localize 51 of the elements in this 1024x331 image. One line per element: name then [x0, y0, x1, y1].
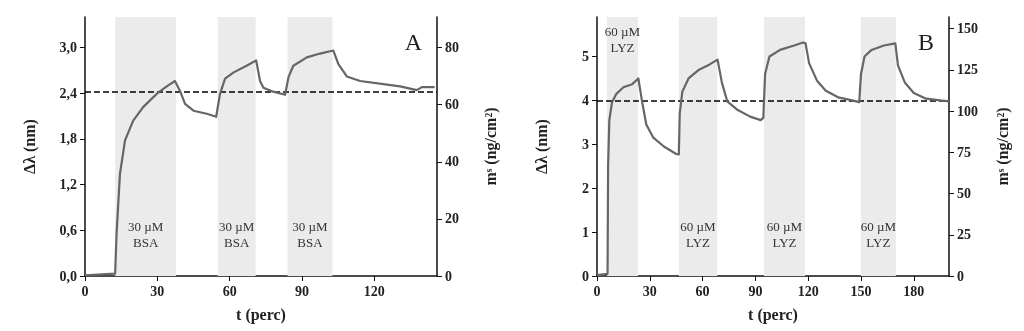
x-tick-label: 60: [695, 283, 710, 299]
band-label: 30 µM BSA: [127, 218, 164, 250]
y-tick-label: 1,8: [59, 131, 77, 147]
x-tick-label: 180: [903, 283, 925, 299]
band-label: 60 µM LYZ: [680, 218, 717, 250]
y2-tick-label: 25: [957, 227, 971, 243]
y2-tick-label: 0: [445, 268, 452, 284]
y2-tick-label: 75: [957, 144, 971, 160]
x-tick-label: 120: [363, 283, 385, 299]
y-tick-label: 2: [582, 180, 589, 196]
band-label: 30 µM BSA: [292, 218, 329, 250]
band-label: 60 µM LYZ: [860, 218, 897, 250]
y2-tick-label: 60: [445, 97, 459, 113]
x-tick-label: 0: [593, 283, 601, 299]
x-tick-label: 60: [222, 283, 237, 299]
y-tick-label: 1,2: [59, 177, 77, 193]
y-tick-label: 3: [582, 136, 589, 152]
y2-tick-label: 20: [445, 211, 459, 227]
x-tick-label: 0: [81, 283, 89, 299]
y-tick-label: 5: [582, 49, 589, 65]
y-tick-label: 0,6: [59, 222, 77, 238]
x-tick-label: 120: [797, 283, 819, 299]
y-tick-label: 2,4: [59, 85, 77, 101]
y-tick-label: 0,0: [59, 268, 77, 284]
y2-tick-label: 100: [957, 103, 978, 119]
x-axis-title: t (perc): [236, 305, 286, 324]
text: A: [404, 29, 423, 55]
text: B: [917, 29, 935, 55]
y2-axis-title: mˢ (ng/cm²): [993, 107, 1012, 186]
y2-tick-label: 0: [957, 268, 964, 284]
y-tick-label: 3,0: [59, 39, 77, 55]
y-tick-label: 1: [582, 224, 589, 240]
band-label: 30 µM BSA: [218, 218, 255, 250]
y2-axis-title: mˢ (ng/cm²): [481, 107, 500, 186]
y-axis-title: Δλ (nm): [20, 119, 39, 174]
band-label: 60 µM LYZ: [604, 23, 641, 55]
y2-tick-label: 125: [957, 62, 978, 78]
y2-tick-label: 150: [957, 21, 978, 37]
x-tick-label: 30: [642, 283, 657, 299]
x-tick-label: 150: [850, 283, 872, 299]
x-axis-title: t (perc): [748, 305, 798, 324]
x-tick-label: 30: [150, 283, 165, 299]
y2-tick-label: 50: [957, 186, 971, 202]
x-tick-label: 90: [294, 283, 309, 299]
y2-tick-label: 40: [445, 154, 459, 170]
y2-tick-label: 80: [445, 40, 459, 56]
band-label: 60 µM LYZ: [766, 218, 803, 250]
y-tick-label: 4: [582, 92, 589, 108]
y-axis-title: Δλ (nm): [532, 119, 551, 174]
x-tick-label: 90: [748, 283, 763, 299]
y-tick-label: 0: [582, 268, 589, 284]
